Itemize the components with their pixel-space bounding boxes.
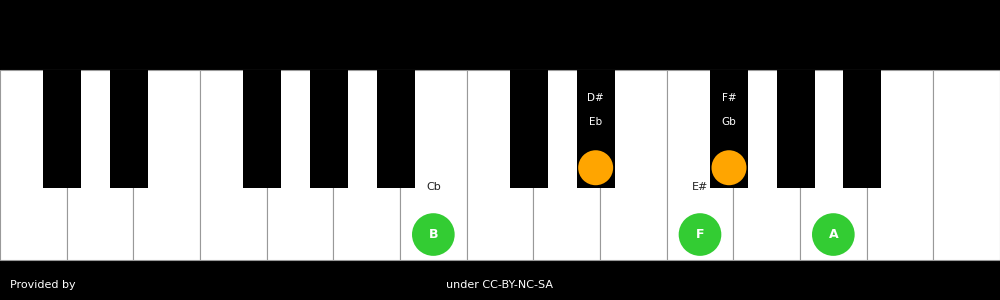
Bar [933, 70, 1000, 260]
Bar [510, 70, 548, 188]
Text: E#: E# [692, 182, 708, 192]
Bar [310, 70, 348, 188]
Bar [0, 70, 67, 260]
Text: A: A [829, 228, 838, 241]
Circle shape [412, 213, 455, 256]
Bar [667, 70, 733, 260]
Bar [110, 70, 148, 188]
Text: under CC-BY-NC-SA: under CC-BY-NC-SA [446, 280, 554, 290]
Bar [867, 70, 933, 260]
Bar [43, 70, 81, 188]
Bar [710, 70, 748, 188]
Bar [67, 70, 133, 260]
Text: Eb: Eb [589, 117, 602, 127]
Bar [533, 70, 600, 260]
Bar [0, 0, 1000, 70]
Text: D#: D# [587, 93, 604, 103]
Bar [200, 70, 267, 260]
Circle shape [578, 150, 613, 185]
Text: Gb: Gb [722, 117, 736, 127]
Bar [377, 70, 415, 188]
Text: B: B [429, 228, 438, 241]
Circle shape [812, 213, 855, 256]
Bar [600, 70, 667, 260]
Text: F#: F# [722, 93, 736, 103]
Bar [843, 70, 881, 188]
Bar [777, 70, 815, 188]
Circle shape [679, 213, 721, 256]
Bar [133, 70, 200, 260]
Bar [400, 70, 467, 260]
Bar [243, 70, 281, 188]
Bar [800, 70, 867, 260]
Text: F: F [696, 228, 704, 241]
Circle shape [712, 150, 746, 185]
Text: Provided by: Provided by [10, 280, 76, 290]
Bar [733, 70, 800, 260]
Bar [467, 70, 533, 260]
Bar [267, 70, 333, 260]
Text: Cb: Cb [426, 182, 441, 192]
Bar [333, 70, 400, 260]
Bar [577, 70, 615, 188]
